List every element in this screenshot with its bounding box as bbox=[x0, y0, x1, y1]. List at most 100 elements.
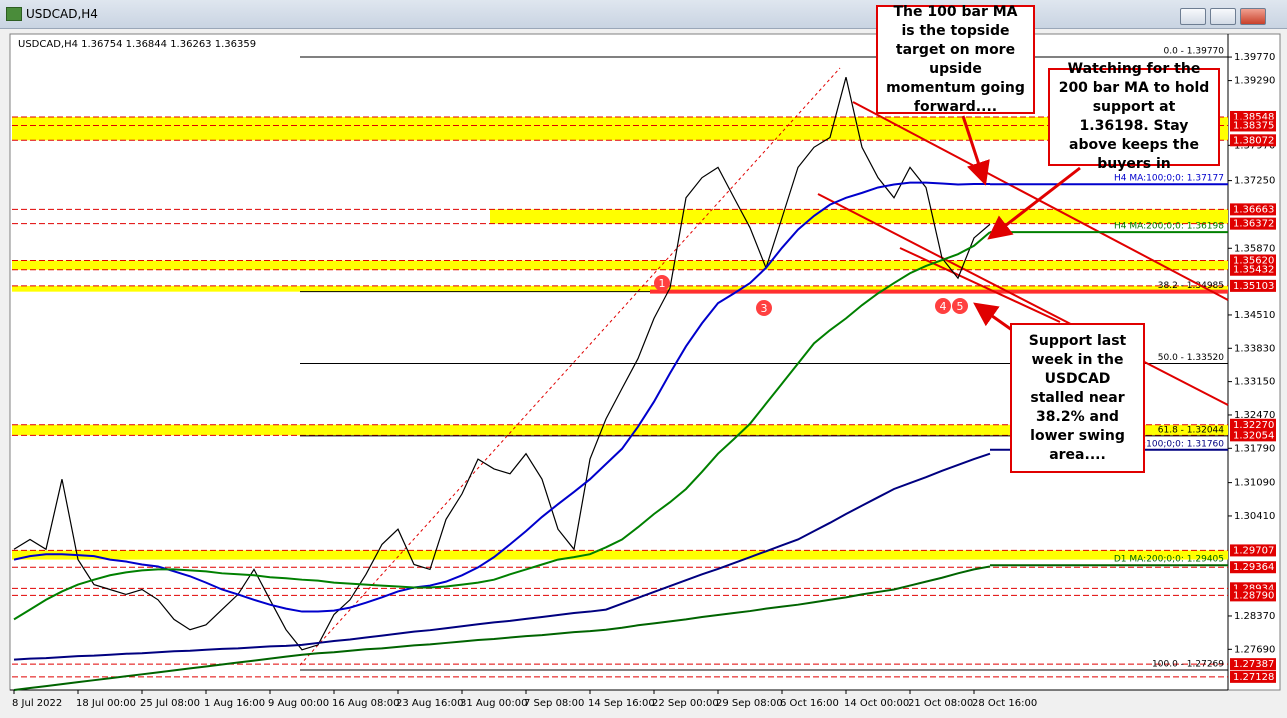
level-box bbox=[1230, 418, 1276, 431]
fib-diagonal bbox=[299, 67, 841, 666]
title-bar: USDCAD,H4 bbox=[0, 0, 1287, 29]
level-label: 1.28790 bbox=[1233, 590, 1274, 601]
arrow bbox=[961, 115, 990, 186]
y-tick-label: 1.27690 bbox=[1234, 644, 1275, 655]
x-tick-label: 14 Sep 16:00 bbox=[588, 698, 655, 709]
moving-average bbox=[13, 231, 991, 621]
x-tick-label: 28 Oct 16:00 bbox=[972, 698, 1037, 709]
window-icon bbox=[6, 7, 22, 21]
trend-line bbox=[899, 247, 1061, 323]
arrow bbox=[987, 166, 1081, 240]
channel-upper bbox=[852, 101, 1229, 301]
support-zone bbox=[12, 550, 1228, 560]
trend-lines bbox=[299, 67, 1229, 666]
y-tick-label: 1.31790 bbox=[1234, 443, 1275, 454]
price-line bbox=[13, 77, 991, 651]
level-label: 1.38072 bbox=[1233, 135, 1274, 146]
fib-label: 100.0 - 1.27269 bbox=[1152, 659, 1224, 669]
y-tick-label: 1.34510 bbox=[1234, 310, 1275, 321]
swing-label: 4 bbox=[940, 300, 947, 313]
ma-label: MA:100;0;0: 1.31760 bbox=[1129, 439, 1224, 449]
level-label: 1.36372 bbox=[1233, 219, 1274, 230]
fib-label: 0.0 - 1.39770 bbox=[1164, 47, 1225, 57]
close-button[interactable] bbox=[1240, 8, 1266, 25]
x-tick-label: 14 Oct 00:00 bbox=[844, 698, 909, 709]
maximize-button[interactable] bbox=[1210, 8, 1236, 25]
y-tick-label: 1.39770 bbox=[1234, 52, 1275, 63]
swing-label: 1 bbox=[659, 277, 666, 290]
x-tick-label: 7 Sep 08:00 bbox=[524, 698, 584, 709]
level-box bbox=[1230, 254, 1276, 267]
level-box bbox=[1230, 670, 1276, 683]
annotation: Support last week in the USDCAD stalled … bbox=[1010, 323, 1145, 473]
level-box bbox=[1230, 561, 1276, 574]
level-box bbox=[1230, 279, 1276, 292]
x-tick-label: 9 Aug 00:00 bbox=[268, 698, 329, 709]
level-box bbox=[1230, 203, 1276, 216]
y-tick-label: 1.31090 bbox=[1234, 478, 1275, 489]
y-tick-label: 1.33830 bbox=[1234, 343, 1275, 354]
y-tick-label: 1.28370 bbox=[1234, 611, 1275, 622]
level-label: 1.35103 bbox=[1233, 281, 1274, 292]
level-box bbox=[1230, 263, 1276, 276]
y-tick-label: 1.33150 bbox=[1234, 377, 1275, 388]
x-tick-label: 31 Aug 00:00 bbox=[460, 698, 527, 709]
level-box bbox=[1230, 119, 1276, 132]
level-label: 1.35432 bbox=[1233, 265, 1274, 276]
support-zone bbox=[12, 285, 1228, 292]
minimize-button[interactable] bbox=[1180, 8, 1206, 25]
swing-marker bbox=[756, 300, 772, 316]
level-box bbox=[1230, 589, 1276, 602]
level-label: 1.32270 bbox=[1233, 420, 1274, 431]
x-tick-label: 1 Aug 16:00 bbox=[204, 698, 265, 709]
level-label: 1.29707 bbox=[1233, 545, 1274, 556]
level-box bbox=[1230, 658, 1276, 671]
level-label: 1.38548 bbox=[1233, 112, 1274, 123]
swing-label: 3 bbox=[761, 302, 768, 315]
swing-marker bbox=[952, 298, 968, 314]
y-tick-label: 1.37250 bbox=[1234, 176, 1275, 187]
arrows bbox=[961, 115, 1081, 332]
moving-average bbox=[13, 181, 990, 613]
swing-marker bbox=[935, 298, 951, 314]
swing-label: 5 bbox=[957, 300, 964, 313]
y-tick-label: 1.30410 bbox=[1234, 511, 1275, 522]
x-tick-label: 29 Sep 08:00 bbox=[716, 698, 783, 709]
ma-label: H4 MA:100;0;0: 1.37177 bbox=[1114, 174, 1224, 184]
x-tick-label: 22 Sep 00:00 bbox=[652, 698, 719, 709]
fib-label: 61.8 - 1.32044 bbox=[1158, 425, 1224, 435]
x-tick-label: 23 Aug 16:00 bbox=[396, 698, 463, 709]
symbol-header: USDCAD,H4 1.36754 1.36844 1.36263 1.3635… bbox=[18, 39, 256, 50]
x-tick-label: 8 Jul 2022 bbox=[12, 698, 62, 709]
y-tick-label: 1.35870 bbox=[1234, 243, 1275, 254]
level-label: 1.38375 bbox=[1233, 120, 1274, 131]
x-tick-label: 25 Jul 08:00 bbox=[140, 698, 200, 709]
x-tick-label: 6 Oct 16:00 bbox=[780, 698, 839, 709]
level-label: 1.27387 bbox=[1233, 659, 1274, 670]
ma-label: D1 MA:200;0;0: 1.29405 bbox=[1114, 555, 1224, 565]
level-box bbox=[1230, 429, 1276, 442]
annotation: The 100 bar MA is the topside target on … bbox=[876, 4, 1035, 115]
channel-lower bbox=[817, 193, 1229, 406]
level-box bbox=[1230, 544, 1276, 557]
ma-label: H4 MA:200;0;0: 1.36198 bbox=[1114, 222, 1224, 232]
support-zone bbox=[490, 209, 1228, 224]
support-zone bbox=[12, 260, 1228, 270]
level-label: 1.29364 bbox=[1233, 562, 1274, 573]
fib-label: 38.2 - 1.34985 bbox=[1158, 281, 1224, 291]
y-tick-label: 1.32470 bbox=[1234, 410, 1275, 421]
level-label: 1.27128 bbox=[1233, 672, 1274, 683]
y-tick-label: 1.39290 bbox=[1234, 76, 1275, 87]
x-tick-label: 16 Aug 08:00 bbox=[332, 698, 399, 709]
level-label: 1.28934 bbox=[1233, 583, 1274, 594]
support-zone bbox=[12, 116, 1228, 141]
annotation: Watching for the 200 bar MA to hold supp… bbox=[1048, 61, 1220, 172]
level-box bbox=[1230, 134, 1276, 147]
window-title: USDCAD,H4 bbox=[26, 7, 98, 21]
fib-label: 50.0 - 1.33520 bbox=[1158, 353, 1224, 363]
moving-average bbox=[13, 565, 991, 691]
arrow bbox=[973, 302, 1013, 332]
level-box bbox=[1230, 217, 1276, 230]
level-label: 1.32054 bbox=[1233, 430, 1274, 441]
